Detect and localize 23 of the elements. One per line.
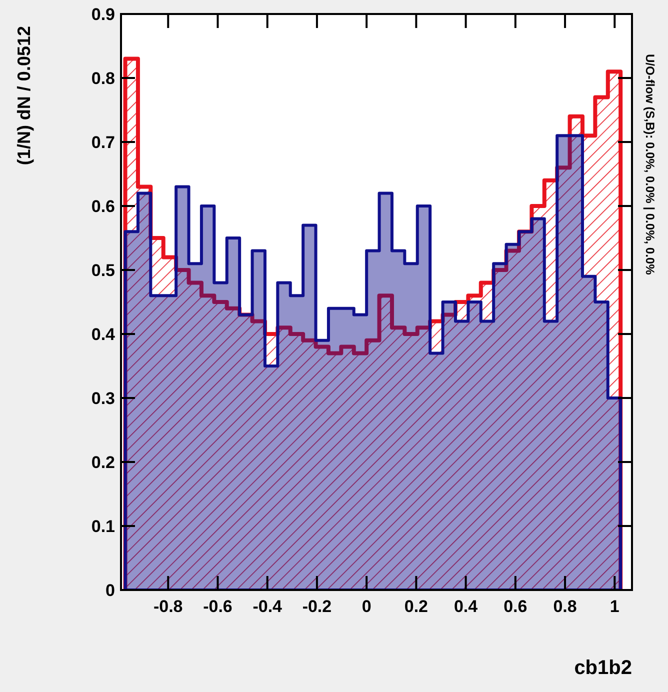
x-tick-label: 0.6: [504, 597, 528, 616]
y-tick-label: 0.9: [91, 5, 115, 24]
x-tick-label: 1: [610, 597, 620, 616]
y-tick-label: 0.1: [91, 517, 115, 536]
y-tick-label: 0.5: [91, 261, 115, 280]
y-tick-label: 0.6: [91, 197, 115, 216]
x-tick-label: -0.6: [203, 597, 232, 616]
y-axis-title: (1/N) dN / 0.0512: [14, 26, 34, 166]
y-tick-label: 0.8: [91, 69, 115, 88]
y-tick-label: 0: [106, 581, 115, 600]
x-tick-label: 0.2: [404, 597, 428, 616]
y-tick-label: 0.3: [91, 389, 115, 408]
y-tick-label: 0.4: [91, 325, 116, 344]
text: U/O-flow (S,B): 0.0%, 0.0% | 0.0%, 0.0%: [643, 54, 657, 276]
y-tick-label: 0.7: [91, 133, 115, 152]
x-tick-label: 0.8: [553, 597, 577, 616]
x-axis-title: cb1b2: [574, 657, 632, 679]
x-tick-label: -0.4: [252, 597, 283, 616]
x-tick-label: 0.4: [454, 597, 478, 616]
x-tick-label: -0.8: [153, 597, 183, 616]
x-tick-label: 0: [362, 597, 372, 616]
y-tick-label: 0.2: [91, 453, 115, 472]
x-tick-label: -0.2: [302, 597, 332, 616]
